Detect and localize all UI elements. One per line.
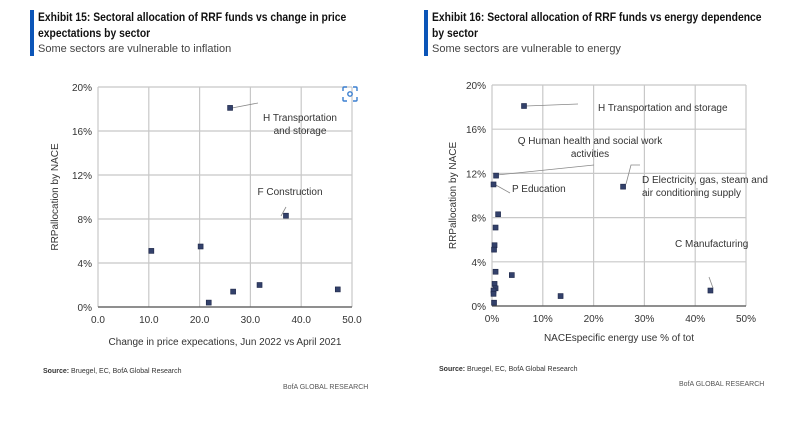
- source-text: Bruegel, EC, BofA Global Research: [69, 368, 182, 375]
- exhibit-16-subtitle: Some sectors are vulnerable to energy: [432, 43, 621, 55]
- exhibit-16-title-line1: Exhibit 16: Sectoral allocation of RRF f…: [432, 12, 762, 24]
- x-tick-label: 50.0: [342, 315, 362, 326]
- exhibit-15-title-line1: Exhibit 15: Sectoral allocation of RRF f…: [38, 12, 347, 24]
- annotation-leader-line: [231, 102, 259, 109]
- exhibit-16-title-line2: by sector: [432, 28, 479, 40]
- exhibit-16-source: Source: Bruegel, EC, BofA Global Researc…: [439, 366, 578, 373]
- annotation-label: Q Human health and social work: [518, 136, 664, 147]
- annotation-leader-line: [708, 276, 714, 289]
- source-label: Source:: [43, 368, 70, 375]
- exhibit-15-title-line2: expectations by sector: [38, 28, 151, 40]
- annotation-label: H Transportation and storage: [598, 103, 728, 114]
- data-point: [521, 103, 527, 109]
- annotation-label: and storage: [274, 126, 327, 137]
- x-axis-title: NACEspecific energy use % of tot: [544, 333, 694, 344]
- data-point: [620, 183, 626, 190]
- annotation-label: activities: [571, 149, 609, 160]
- annotation-leader-line: [525, 103, 579, 107]
- data-point: [492, 268, 499, 275]
- data-point: [283, 212, 289, 219]
- x-tick-label: 40%: [685, 314, 705, 325]
- data-point: [334, 286, 341, 293]
- exhibit-16-header: Exhibit 16: Sectoral allocation of RRF f…: [424, 10, 798, 56]
- annotation-label: H Transportation: [263, 113, 337, 124]
- y-tick-label: 0%: [472, 302, 487, 313]
- data-point: [256, 282, 263, 288]
- x-axis-title: Change in price expecations, Jun 2022 vs…: [109, 337, 342, 348]
- exhibit-15-source: Source: Bruegel, EC, BofA Global Researc…: [43, 368, 182, 375]
- annotation-label: P Education: [512, 184, 566, 195]
- data-point: [227, 105, 233, 111]
- annotation-leader-line: [280, 206, 287, 217]
- annotation-label: C Manufacturing: [675, 239, 748, 250]
- y-tick-label: 8%: [78, 215, 93, 226]
- y-axis-title: RRPallocation by NACE: [50, 143, 61, 251]
- x-tick-label: 30%: [634, 314, 654, 325]
- x-tick-label: 10%: [533, 314, 553, 325]
- data-point: [491, 246, 497, 253]
- data-point: [707, 287, 714, 294]
- y-tick-label: 12%: [466, 169, 486, 180]
- exhibit-15-header: Exhibit 15: Sectoral allocation of RRF f…: [30, 10, 381, 56]
- annotation-leader-line: [493, 183, 511, 194]
- y-tick-label: 16%: [466, 125, 486, 136]
- data-point: [557, 293, 564, 299]
- data-point: [490, 291, 497, 297]
- annotation-leader-line: [496, 164, 595, 176]
- x-tick-label: 50%: [736, 314, 756, 325]
- data-point: [148, 248, 155, 254]
- exhibit-15-brand: BofA GLOBAL RESEARCH: [283, 384, 369, 391]
- annotation-label: air conditioning supply: [642, 188, 741, 199]
- exhibit-15-subtitle: Some sectors are vulnerable to inflation: [38, 43, 232, 55]
- x-tick-label: 40.0: [291, 315, 311, 326]
- y-tick-label: 4%: [78, 259, 93, 270]
- x-tick-label: 20%: [584, 314, 604, 325]
- y-tick-label: 0%: [78, 303, 93, 314]
- data-point: [230, 288, 236, 295]
- data-point: [205, 299, 212, 306]
- data-point: [490, 181, 497, 188]
- y-tick-label: 8%: [472, 214, 487, 225]
- data-point: [495, 211, 501, 218]
- data-point: [492, 224, 499, 231]
- y-tick-label: 4%: [472, 258, 487, 269]
- annotation-label: F Construction: [257, 187, 322, 198]
- annotation-leader-line: [625, 164, 640, 185]
- annotation-label: D Electricity, gas, steam and: [642, 175, 768, 186]
- y-tick-label: 20%: [466, 81, 486, 92]
- focus-icon[interactable]: [342, 86, 358, 102]
- data-point: [509, 272, 515, 278]
- x-tick-label: 0.0: [91, 315, 105, 326]
- y-tick-label: 16%: [72, 127, 92, 138]
- y-tick-label: 12%: [72, 171, 92, 182]
- data-point: [491, 299, 497, 306]
- data-point: [197, 243, 204, 250]
- exhibit-16-brand: BofA GLOBAL RESEARCH: [679, 381, 765, 388]
- source-label: Source:: [439, 366, 466, 373]
- x-tick-label: 0%: [485, 314, 500, 325]
- x-tick-label: 30.0: [241, 315, 261, 326]
- x-tick-label: 20.0: [190, 315, 210, 326]
- data-point: [493, 172, 499, 179]
- y-axis-title: RRPallocation by NACE: [448, 142, 459, 250]
- x-tick-label: 10.0: [139, 315, 159, 326]
- y-tick-label: 20%: [72, 83, 92, 94]
- source-text: Bruegel, EC, BofA Global Research: [465, 366, 578, 373]
